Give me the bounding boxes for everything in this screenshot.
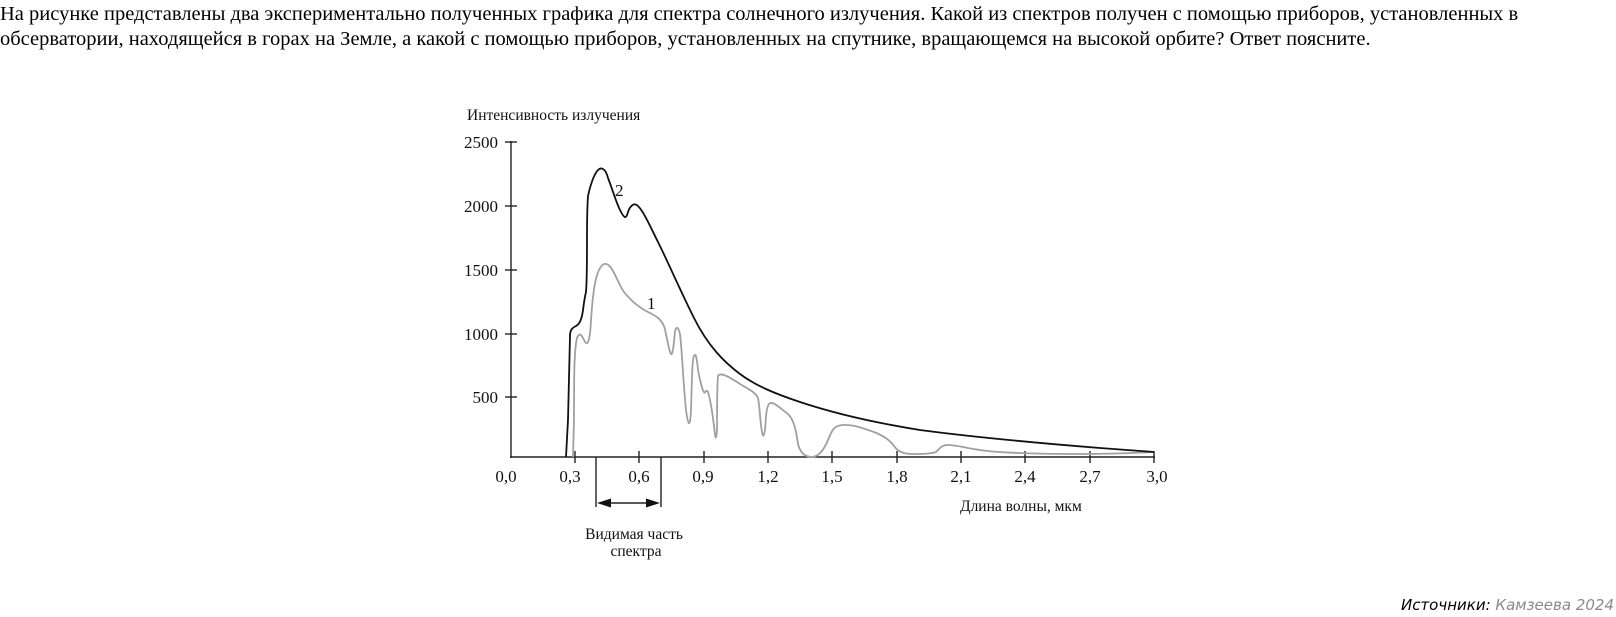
- x-tick-3-0: 3,0: [1146, 467, 1167, 486]
- series-2-curve: [565, 167, 1155, 458]
- y-tick-500: 500: [473, 388, 499, 407]
- y-tick-labels: 2500 2000 1500 1000 500: [464, 133, 498, 407]
- y-tick-1000: 1000: [464, 325, 498, 344]
- y-axis-label: Интенсивность излучения: [467, 107, 640, 124]
- y-tick-2000: 2000: [464, 197, 498, 216]
- question-text: На рисунке представлены два эксперимента…: [0, 3, 1519, 50]
- source-credit: Источники: Камзеева 2024: [1401, 596, 1614, 614]
- visible-spectrum-label: Видимая часть спектра: [585, 526, 687, 560]
- series-1-label: 1: [647, 294, 656, 313]
- y-tick-1500: 1500: [464, 261, 498, 280]
- x-tick-0-6: 0,6: [628, 467, 649, 486]
- x-tick-2-1: 2,1: [950, 467, 971, 486]
- x-tick-labels: 0,0 0,3 0,6 0,9 1,2 1,5 1,8 2,1 2,4 2,7 …: [495, 467, 1167, 486]
- series-1-curve: [572, 263, 1155, 458]
- source-value: Камзеева 2024: [1495, 596, 1614, 614]
- x-tick-0-9: 0,9: [692, 467, 713, 486]
- x-tick-1-5: 1,5: [821, 467, 842, 486]
- x-tick-0-0: 0,0: [495, 467, 516, 486]
- x-tick-0-3: 0,3: [559, 467, 580, 486]
- x-tick-2-7: 2,7: [1079, 467, 1101, 486]
- axes: [505, 141, 1155, 463]
- x-tick-1-8: 1,8: [886, 467, 907, 486]
- y-tick-2500: 2500: [464, 133, 498, 152]
- source-label: Источники:: [1400, 596, 1491, 614]
- x-axis-label: Длина волны, мкм: [960, 498, 1082, 515]
- x-tick-1-2: 1,2: [757, 467, 778, 486]
- x-tick-2-4: 2,4: [1014, 467, 1036, 486]
- visible-spectrum-bracket: [595, 457, 662, 508]
- series-2-label: 2: [615, 181, 624, 200]
